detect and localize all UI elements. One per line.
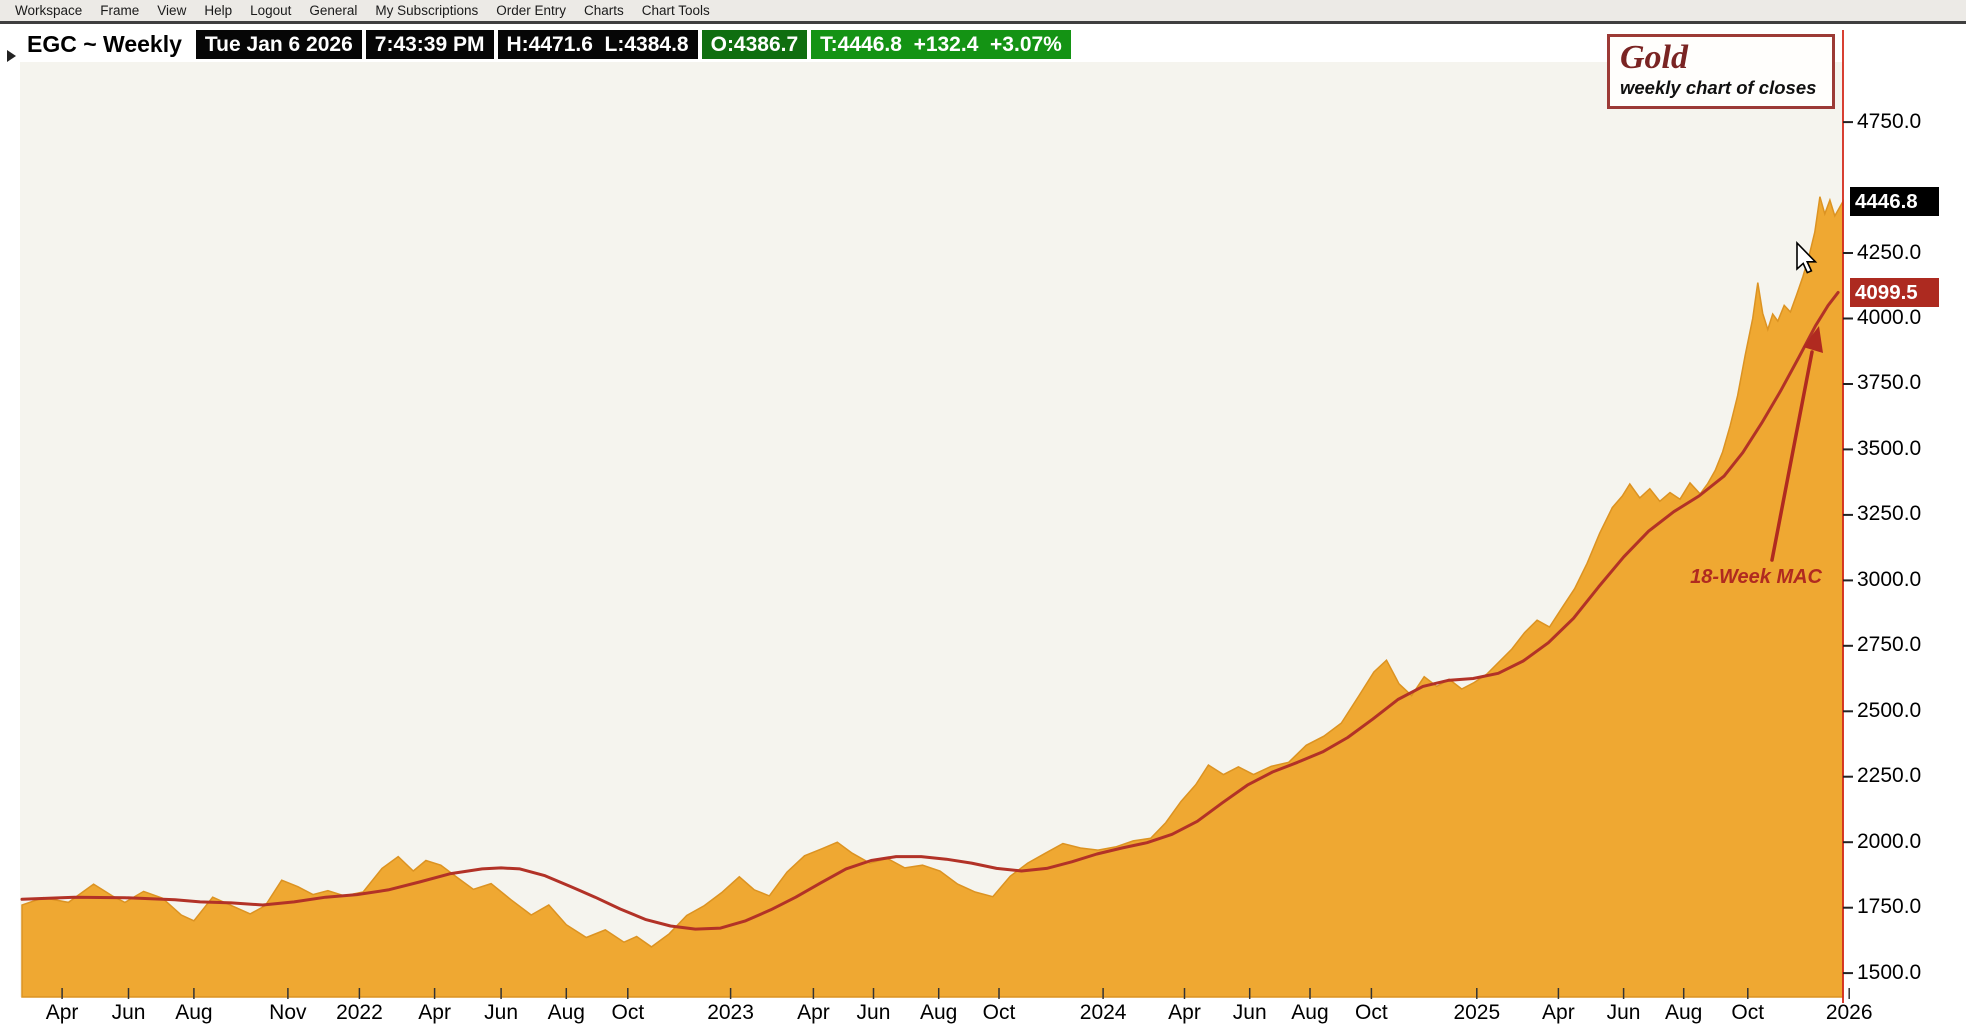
menu-item-view[interactable]: View — [157, 3, 187, 18]
y-axis-label: 1500.0 — [1857, 960, 1922, 984]
quote-bar: EGC ~ Weekly Tue Jan 6 2026 7:43:39 PM H:4… — [0, 26, 1966, 62]
ma-annotation-label: 18-Week MAC — [1690, 566, 1822, 588]
x-axis-label: Jun — [1232, 1001, 1267, 1024]
y-axis-label: 4250.0 — [1857, 240, 1922, 264]
ma-annotation-arrow — [1770, 350, 1814, 562]
x-axis-label: 2022 — [336, 1001, 383, 1024]
menu-item-chart-tools[interactable]: Chart Tools — [641, 3, 710, 18]
menu-item-charts[interactable]: Charts — [584, 3, 624, 18]
ma-annotation-arrowhead — [1803, 326, 1823, 353]
x-axis-label: 2026 — [1825, 1001, 1873, 1024]
symbol-timeframe-label: EGC ~ Weekly — [27, 30, 182, 57]
quote-high-low: H:4471.6 L:4384.8 — [497, 29, 698, 59]
x-axis-label: Oct — [1731, 1001, 1765, 1024]
chart-title-box: Gold weekly chart of closes — [1607, 34, 1835, 109]
y-axis-label: 4750.0 — [1857, 109, 1922, 133]
menu-item-workspace[interactable]: Workspace — [15, 3, 83, 18]
x-axis-label: Apr — [1168, 1001, 1201, 1024]
y-axis-label: 3000.0 — [1857, 567, 1922, 591]
x-axis-label: Aug — [1291, 1001, 1329, 1024]
x-axis-label: Apr — [797, 1001, 830, 1024]
x-axis-label: Oct — [611, 1001, 645, 1024]
x-axis-label: Aug — [1664, 1001, 1703, 1024]
y-axis-label: 4000.0 — [1857, 306, 1922, 329]
x-axis-label: 2023 — [707, 1001, 754, 1024]
chart-subtitle: weekly chart of closes — [1620, 77, 1817, 98]
y-axis-label: 1750.0 — [1857, 895, 1922, 919]
y-axis-label: 2500.0 — [1857, 698, 1922, 722]
x-axis-label: Apr — [45, 1001, 79, 1024]
last-price-tag: 4446.8 — [1850, 187, 1939, 216]
quote-last-change: T:4446.8 +132.4 +3.07% — [811, 29, 1071, 59]
mouse-cursor — [1796, 241, 1818, 274]
x-axis-label: Jun — [856, 1001, 891, 1024]
quote-open: O:4386.7 — [701, 29, 808, 59]
menu-item-order-entry[interactable]: Order Entry — [496, 3, 566, 18]
chart-title: Gold — [1620, 39, 1688, 76]
menubar: Workspace Frame View Help Logout General My Su… — [0, 0, 1966, 24]
price-area-series — [21, 196, 1844, 998]
ma-line-series — [20, 290, 1840, 931]
x-axis-label: Aug — [547, 1001, 585, 1024]
x-axis-label: Oct — [1355, 1001, 1388, 1024]
quote-info-segments: Tue Jan 6 2026 7:43:39 PM H:4471.6 L:4384.… — [195, 29, 1071, 59]
x-axis-label: 2025 — [1453, 1001, 1501, 1024]
x-axis-label: Jun — [111, 1001, 146, 1024]
y-axis-label: 2750.0 — [1857, 633, 1922, 657]
x-axis-label: Aug — [920, 1001, 958, 1024]
panel-expander-icon[interactable] — [7, 50, 16, 62]
quote-time: 7:43:39 PM — [365, 29, 494, 59]
y-axis-label: 2250.0 — [1857, 764, 1922, 788]
y-axis-label: 3250.0 — [1857, 502, 1922, 526]
x-axis-label: Nov — [269, 1001, 307, 1024]
x-axis-label: 2024 — [1079, 1001, 1127, 1024]
x-axis-label: Aug — [175, 1001, 213, 1024]
x-axis-label: Apr — [1542, 1001, 1575, 1024]
menu-item-logout[interactable]: Logout — [250, 3, 292, 18]
x-axis-label: Jun — [484, 1001, 519, 1024]
x-axis-label: Jun — [1606, 1001, 1641, 1024]
x-axis-label: Oct — [982, 1001, 1016, 1024]
y-axis-label: 3750.0 — [1857, 371, 1922, 395]
menu-item-help[interactable]: Help — [204, 3, 233, 18]
menu-item-my-subscriptions[interactable]: My Subscriptions — [375, 3, 479, 18]
quote-date: Tue Jan 6 2026 — [195, 29, 362, 59]
x-axis-label: Apr — [418, 1001, 451, 1024]
menu-item-general[interactable]: General — [309, 3, 358, 18]
y-axis-label: 2000.0 — [1857, 829, 1922, 853]
menu-item-frame[interactable]: Frame — [100, 3, 140, 18]
y-axis-label: 3500.0 — [1857, 436, 1922, 460]
ma-price-tag: 4099.5 — [1850, 277, 1939, 307]
